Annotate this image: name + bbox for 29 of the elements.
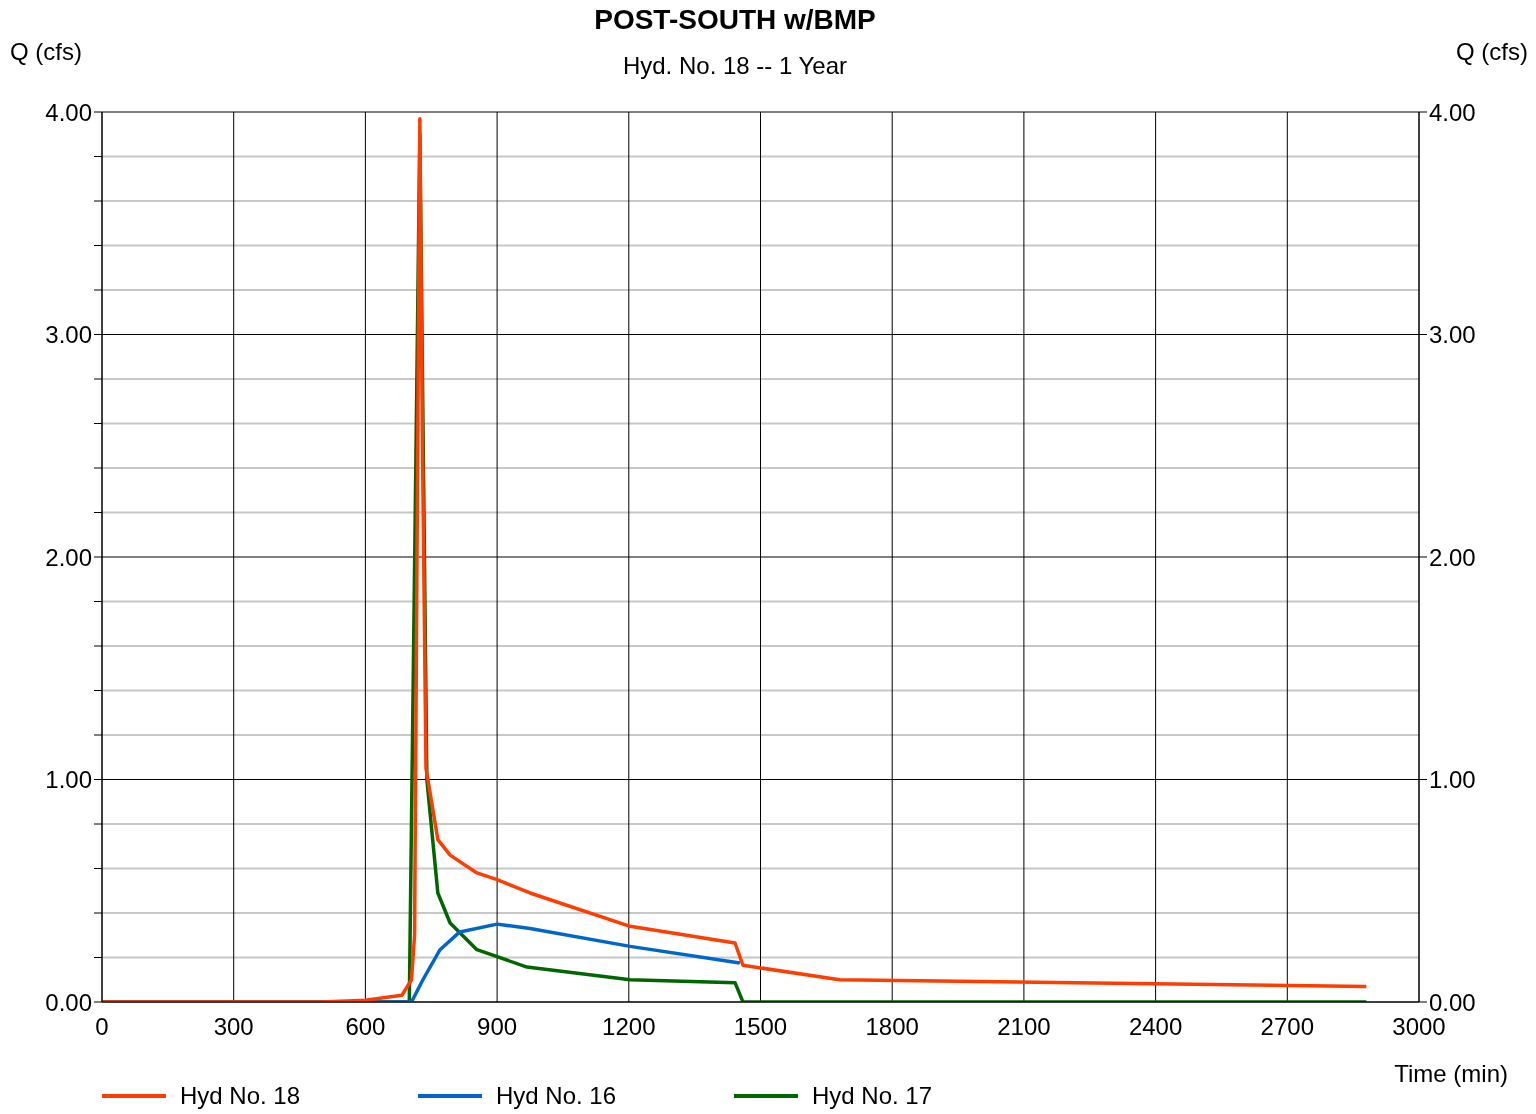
chart-title: POST-SOUTH w/BMP bbox=[593, 4, 877, 36]
y-tick-label: 0.00 bbox=[45, 988, 92, 1016]
x-tick-label: 1800 bbox=[865, 1013, 919, 1041]
x-tick-label: 2400 bbox=[1128, 1013, 1183, 1041]
x-tick-label: 600 bbox=[345, 1013, 386, 1041]
y-tick-label: 2.00 bbox=[45, 543, 92, 571]
y2-tick-label: 0.00 bbox=[1429, 988, 1476, 1016]
legend-label: Hyd No. 16 bbox=[496, 1082, 617, 1110]
x-tick-label: 1500 bbox=[733, 1013, 788, 1041]
y-axis-title: Q (cfs) bbox=[10, 38, 82, 66]
legend-label: Hyd No. 17 bbox=[812, 1082, 933, 1110]
y2-tick-label: 3.00 bbox=[1429, 321, 1476, 349]
x-tick-label: 2100 bbox=[997, 1013, 1051, 1041]
x-tick-label: 900 bbox=[477, 1013, 518, 1041]
y2-tick-label: 2.00 bbox=[1429, 543, 1476, 571]
x-tick-label: 2700 bbox=[1260, 1013, 1314, 1041]
y-tick-label: 3.00 bbox=[45, 321, 92, 349]
x-axis-title: Time (min) bbox=[1394, 1060, 1508, 1088]
legend-label: Hyd No. 18 bbox=[180, 1082, 301, 1110]
y-tick-label: 4.00 bbox=[45, 98, 92, 126]
x-tick-label: 300 bbox=[213, 1013, 254, 1041]
x-tick-label: 1200 bbox=[602, 1013, 656, 1041]
x-tick-label: 3000 bbox=[1392, 1013, 1446, 1041]
y2-tick-label: 4.00 bbox=[1429, 98, 1476, 126]
y2-axis-title: Q (cfs) bbox=[1456, 38, 1528, 66]
y-tick-label: 1.00 bbox=[45, 766, 92, 794]
y2-tick-label: 1.00 bbox=[1429, 766, 1476, 794]
x-tick-label: 0 bbox=[95, 1013, 109, 1041]
chart-subtitle: Hyd. No. 18 -- 1 Year bbox=[622, 52, 848, 79]
